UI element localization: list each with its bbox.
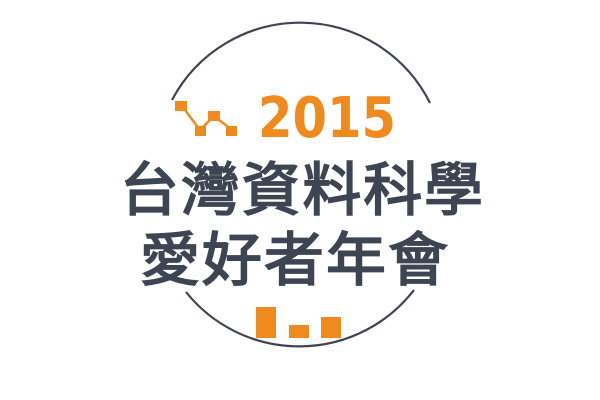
ring-bottom-arc [185, 289, 415, 348]
year-label: 2015 [258, 86, 396, 151]
ring-top-arc [171, 21, 431, 104]
title-line-2: 愛好者年會 [140, 226, 450, 294]
title-line-1: 台灣資料科學 [120, 156, 485, 224]
bar-chart-bar [289, 325, 309, 338]
bar-chart-bar [321, 317, 341, 338]
bar-chart-bar [256, 307, 276, 338]
zigzag-line-chart-icon [175, 101, 237, 136]
bar-chart-icon [256, 307, 341, 338]
